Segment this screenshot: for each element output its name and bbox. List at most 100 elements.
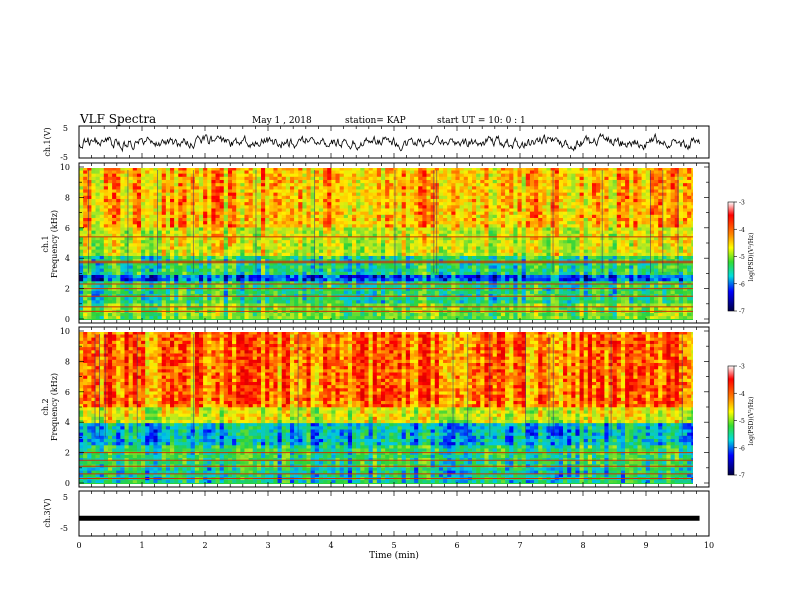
spectrogram-cell [327,168,332,171]
spectrogram-cell [480,220,485,225]
spectrogram-cell [277,201,283,206]
spectrogram-cell [153,186,158,190]
spectrogram-cell [418,208,423,212]
spectrogram-cell [194,208,200,212]
spectrogram-cell [132,293,138,298]
spectrogram-cell [492,246,498,250]
spectrogram-cell [145,192,150,196]
spectrogram-cell [451,306,456,310]
spectrogram-cell [120,274,125,279]
spectrogram-cell [170,262,175,266]
spectrogram-cell [368,182,374,187]
spectrogram-cell [451,252,456,256]
spectrogram-cell [484,306,489,310]
spectrogram-cell [170,224,175,228]
spectrogram-cell [95,239,100,244]
spectrogram-cell [364,214,369,218]
spectrogram-cell [401,246,407,250]
spectrogram-cell [372,220,378,225]
spectrogram-cell [165,262,171,266]
spectrogram-cell [124,168,129,171]
spectrogram-cell [120,176,125,180]
spectrogram-cell [372,230,378,234]
spectrogram-cell [149,208,154,212]
spectrogram-cell [323,262,328,266]
spectrogram-cell [261,296,266,301]
spectrogram-cell [170,189,175,193]
spectrogram-cell [252,189,258,193]
spectrogram-cell [136,186,142,190]
spectrogram-cell [256,243,262,247]
spectrogram-cell [252,208,258,212]
spectrogram-cell [385,189,390,193]
spectrogram-cell [451,220,456,225]
spectrogram-cell [339,236,345,241]
spectrogram-cell [405,268,411,272]
spectrogram-cell [149,186,154,190]
spectrogram-cell [409,176,415,180]
spectrogram-cell [414,255,419,260]
spectrogram-cell [112,262,117,266]
spectrogram-cell [385,220,390,225]
spectrogram-cell [389,258,394,263]
spectrogram-cell [269,173,274,177]
spectrogram-cell [87,249,92,253]
spectrogram-cell [331,243,336,247]
spectrogram-cell [434,296,440,301]
spectrogram-cell [232,227,237,231]
spectrogram-cell [393,186,398,190]
spectrogram-cell [252,170,258,174]
spectrogram-cell [186,211,191,215]
spectrogram-cell [170,195,175,199]
spectrogram-cell [352,214,357,218]
spectrogram-cell [443,168,448,171]
spectrogram-cell [294,262,299,266]
spectrogram-cell [422,186,427,190]
spectrogram-cell [463,173,469,177]
spectrogram-cell [405,233,411,237]
spectrogram-cell [422,239,427,244]
spectrogram-cell [496,281,502,285]
spectrogram-cell [360,205,365,209]
spectrogram-cell [306,268,311,272]
spectrogram-cell [364,277,369,282]
spectrogram-cell [327,265,332,269]
spectrogram-cell [306,224,311,228]
spectrogram-cell [194,262,200,266]
spectrogram-cell [323,265,328,269]
spectrogram-cell [153,258,158,263]
spectrogram-cell [161,262,167,266]
spectrogram-cell [256,195,262,199]
spectrogram-cell [302,281,307,285]
spectrogram-cell [356,290,361,294]
spectrogram-cell [194,236,200,241]
spectrogram-cell [360,186,365,190]
spectrogram-cell [103,300,109,304]
spectrogram-cell [376,205,382,209]
spectrogram-cell [281,224,287,228]
spectrogram-cell [136,246,142,250]
spectrogram-cell [298,214,303,218]
spectrogram-cell [339,227,345,231]
spectrogram-cell [335,265,340,269]
spectrogram-cell [165,284,171,288]
spectrogram-cell [128,208,134,212]
spectrogram-cell [467,220,473,225]
spectrogram-cell [223,271,229,275]
spectrogram-cell [405,201,411,206]
spectrogram-cell [79,262,84,266]
spectrogram-cell [248,189,254,193]
spectrogram-cell [289,274,295,279]
spectrogram-cell [459,186,465,190]
spectrogram-cell [178,208,183,212]
spectrogram-cell [87,230,92,234]
spectrogram-cell [103,303,109,307]
spectrogram-cell [265,201,270,206]
spectrogram-cell [128,255,134,260]
spectrogram-cell [339,274,345,279]
spectrogram-cell [244,230,249,234]
spectrogram-cell [492,268,498,272]
spectrogram-cell [488,211,493,215]
spectrogram-cell [376,281,382,285]
spectrogram-cell [455,224,460,228]
